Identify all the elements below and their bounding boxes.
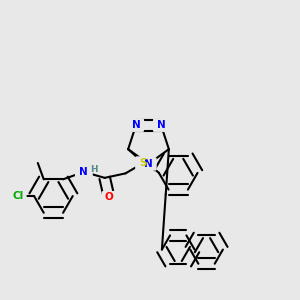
Text: N: N: [157, 120, 166, 130]
Text: H: H: [90, 165, 98, 174]
Text: N: N: [80, 167, 88, 177]
Text: N: N: [144, 159, 153, 169]
FancyBboxPatch shape: [9, 189, 27, 203]
FancyBboxPatch shape: [75, 165, 93, 178]
Text: Cl: Cl: [12, 191, 23, 201]
FancyBboxPatch shape: [102, 191, 117, 203]
FancyBboxPatch shape: [140, 157, 157, 171]
FancyBboxPatch shape: [128, 118, 144, 132]
FancyBboxPatch shape: [135, 156, 152, 170]
Text: O: O: [105, 192, 113, 202]
FancyBboxPatch shape: [153, 118, 169, 132]
Text: S: S: [140, 158, 147, 168]
Text: N: N: [132, 120, 140, 130]
